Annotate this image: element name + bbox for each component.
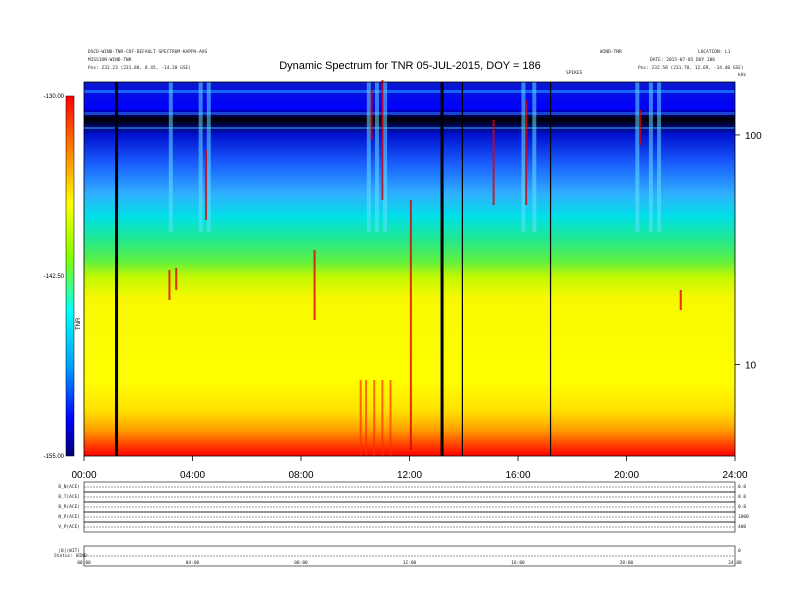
- header-right-2: DATE: 2015-07-05 DOY 186: [650, 57, 715, 63]
- header-line-3: Pos: 232.23 (231.80, 8.45, -14.20 GSE): [88, 65, 191, 71]
- red-streak: [525, 100, 528, 205]
- bottom-panel-label: |B|(WIT): [58, 548, 80, 554]
- header-right-1: LOCATION: L1: [698, 49, 731, 55]
- spectrogram-background: [84, 82, 735, 456]
- bottom-panel-right-label: 0.0: [738, 494, 746, 500]
- colorbar: [65, 95, 75, 457]
- colorbar-ticks: -130.00 -142.50 -155.00: [44, 94, 65, 460]
- header-right-pos: Pos: 232.58 (231.78, 12.69, -14.40 GSE): [638, 65, 744, 71]
- colorbar-tick-label: -130.00: [44, 94, 65, 100]
- x-tick-label: 00:00: [71, 470, 96, 481]
- x-tick-label: 12:00: [397, 470, 422, 481]
- bottom-time-label: 16:00: [511, 560, 525, 566]
- bottom-panel-label: N_P(ACE): [58, 514, 80, 520]
- bottom-panel-right-label: 0: [738, 548, 741, 554]
- radio-burst: [206, 82, 211, 232]
- x-axis-ticks: 00:00 04:00 08:00 12:00 16:00 20:00 24:00: [71, 456, 748, 481]
- low-freq-spike: [389, 380, 392, 456]
- bottom-time-label: 00:00: [77, 560, 91, 566]
- band-line: [84, 90, 735, 93]
- bottom-panel-right-label: 0.0: [738, 504, 746, 510]
- footer-status: Status:: [54, 553, 73, 559]
- colorbar-tick-label: -142.50: [44, 274, 65, 280]
- data-gap-thin: [549, 82, 552, 456]
- small-center-label: SPIKES: [566, 70, 583, 76]
- bottom-panel-label: B_R(ACE): [58, 504, 80, 510]
- small-right-label: kHz: [738, 72, 746, 78]
- red-streak: [313, 250, 316, 320]
- x-tick-label: 20:00: [614, 470, 639, 481]
- red-streak: [679, 290, 682, 310]
- low-freq-spike: [359, 380, 362, 456]
- radio-burst: [198, 82, 203, 232]
- red-streak: [639, 110, 642, 145]
- x-tick-label: 16:00: [505, 470, 530, 481]
- data-gap: [440, 82, 444, 456]
- chart-title: Dynamic Spectrum for TNR 05-JUL-2015, DO…: [279, 60, 541, 72]
- y-axis-ticks: 100 10: [735, 131, 762, 372]
- radio-burst: [383, 82, 388, 232]
- bottom-time-label: 24:00: [728, 560, 742, 566]
- red-streak: [168, 270, 171, 300]
- red-streak: [175, 268, 178, 290]
- red-streak: [409, 200, 412, 450]
- data-gap: [115, 82, 119, 456]
- red-streak: [370, 90, 373, 140]
- footer-value: WIND: [76, 553, 87, 559]
- radio-burst: [168, 82, 173, 232]
- bottom-time-label: 04:00: [186, 560, 200, 566]
- radio-burst: [648, 82, 653, 232]
- colorbar-tick-label: -155.00: [44, 454, 65, 460]
- x-tick-label: 08:00: [288, 470, 313, 481]
- band-line: [84, 112, 735, 115]
- radio-burst: [366, 82, 371, 232]
- bottom-panel-label: V_P(ACE): [58, 524, 80, 530]
- bottom-time-label: 20:00: [620, 560, 634, 566]
- radio-burst: [521, 82, 526, 232]
- red-streak: [492, 120, 495, 205]
- bottom-time-label: 12:00: [403, 560, 417, 566]
- bottom-panel-right-label: 0.0: [738, 484, 746, 490]
- spectrogram-plot: [84, 82, 735, 456]
- bottom-panels: B_N(ACE) 0.0 B_T(ACE) 0.0 B_R(ACE) 0.0 N_P(ACE…: [58, 481, 749, 567]
- y-tick-label: 100: [745, 131, 762, 142]
- bottom-panel-label: B_T(ACE): [58, 494, 80, 500]
- radio-burst: [635, 82, 640, 232]
- red-streak: [381, 80, 384, 200]
- low-freq-spike: [381, 380, 384, 456]
- header-line-1: DSCD-WIND-TNR-CDF-DEFAULT-SPECTRUM-KAPPA…: [88, 49, 207, 55]
- bottom-time-label: 08:00: [294, 560, 308, 566]
- band-line: [84, 127, 735, 129]
- colorbar-label: TNR: [76, 317, 82, 330]
- radio-burst: [374, 82, 379, 232]
- radio-burst: [532, 82, 537, 232]
- x-tick-label: 24:00: [722, 470, 747, 481]
- header-line-2: MISSION-WIND-TNR: [88, 57, 132, 63]
- x-tick-label: 04:00: [180, 470, 205, 481]
- data-gap-thin: [461, 82, 463, 456]
- y-tick-label: 10: [745, 361, 757, 372]
- low-freq-spike: [373, 380, 376, 456]
- bottom-panel-label: B_N(ACE): [58, 484, 80, 490]
- bottom-panel-right-label: 400: [738, 524, 746, 530]
- bottom-panel-right-label: 1000: [738, 514, 749, 520]
- red-streak: [205, 150, 208, 220]
- header-mid-right: WIND-TNR: [600, 49, 622, 55]
- radio-burst: [657, 82, 662, 232]
- spectrogram-features: [84, 80, 735, 456]
- low-freq-spike: [365, 380, 368, 456]
